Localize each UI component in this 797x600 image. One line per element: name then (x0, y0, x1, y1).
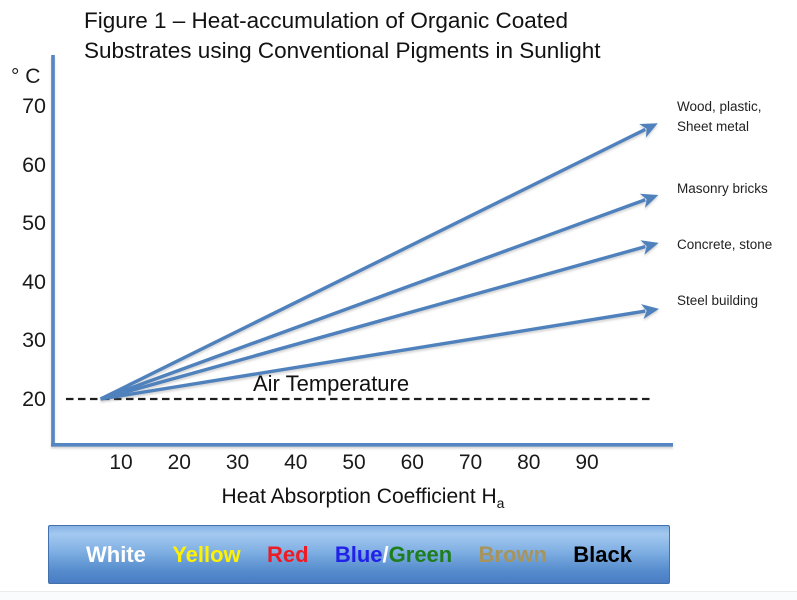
x-axis-label-subscript: a (496, 495, 505, 512)
pigment-word-group: Blue/Green (335, 542, 452, 568)
y-tick-label: 70 (22, 94, 46, 118)
pigment-separator: / (382, 541, 389, 567)
y-tick-label: 40 (22, 269, 46, 294)
pigment-blue: Blue (334, 541, 383, 567)
y-tick-label: 60 (22, 152, 46, 177)
pigment-word-group: Black (573, 542, 632, 568)
pigment-brown: Brown (478, 541, 547, 567)
x-tick-label: 10 (109, 451, 133, 474)
y-axis-unit: ° C (11, 65, 41, 88)
pigment-red: Red (266, 541, 309, 567)
air-temperature-label: Air Temperature (253, 371, 410, 396)
x-tick-label: 20 (167, 451, 191, 474)
x-tick-label: 30 (225, 451, 250, 474)
x-axis-label-text: Heat Absorption Coefficient H (221, 485, 497, 508)
x-tick-label: 50 (342, 451, 366, 474)
series-label-concrete-stone: Concrete, stone (677, 237, 773, 252)
pigment-word-group: Yellow (172, 542, 240, 568)
series-label-wood-plastic-sheet-metal: Wood, plastic, Sheet metal (677, 99, 762, 135)
y-tick-label: 30 (22, 328, 46, 353)
pigment-black: Black (573, 541, 632, 567)
pigment-word-group: White (86, 542, 146, 568)
x-tick-label: 40 (284, 451, 308, 474)
series-label-steel-building: Steel building (677, 293, 759, 308)
x-tick-label: 60 (400, 451, 424, 474)
y-tick-label: 50 (22, 211, 46, 236)
y-tick-label: 20 (22, 387, 46, 411)
x-tick-label: 80 (517, 451, 541, 474)
x-axis-label: Heat Absorption Coefficient Ha (53, 485, 673, 511)
figure-title: Figure 1 – Heat-accumulation of Organic … (84, 8, 601, 63)
series-label-masonry-bricks: Masonry bricks (677, 181, 768, 196)
pigment-word-group: Brown (479, 542, 547, 568)
pigment-green: Green (388, 541, 453, 567)
pigment-yellow: Yellow (172, 541, 241, 567)
pigment-color-bar: White Yellow Red Blue/Green Brown Black (48, 525, 670, 584)
x-tick-label: 70 (458, 451, 483, 474)
bottom-strip (0, 591, 797, 600)
pigment-word-group: Red (267, 542, 309, 568)
x-tick-label: 90 (575, 451, 599, 474)
pigment-white: White (86, 541, 146, 567)
